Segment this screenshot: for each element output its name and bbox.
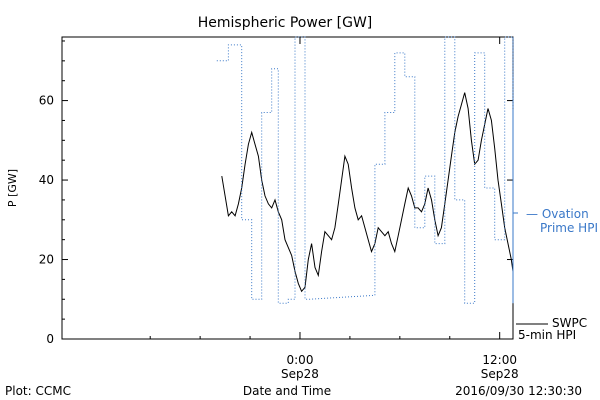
x-tick-date-label: Sep28 bbox=[281, 367, 319, 381]
y-axis-ticks: 0 20 40 60 bbox=[39, 40, 513, 346]
footer-timestamp: 2016/09/30 12:30:30 bbox=[455, 384, 582, 398]
legend-ovation-line2: Prime HPI bbox=[540, 221, 598, 235]
y-tick-label: 20 bbox=[39, 253, 54, 267]
legend-swpc-line1: SWPC bbox=[552, 316, 587, 330]
x-tick-time-label: 0:00 bbox=[287, 353, 314, 367]
legend: — Ovation Prime HPI SWPC 5-min HPI bbox=[513, 207, 598, 342]
series-swpc-line bbox=[221, 64, 514, 300]
y-tick-label: 0 bbox=[46, 332, 54, 346]
series-ovation-line bbox=[216, 36, 514, 304]
x-tick-time-label: 12:00 bbox=[482, 353, 517, 367]
footer-plot-credit: Plot: CCMC bbox=[5, 384, 71, 398]
chart-title: Hemispheric Power [GW] bbox=[198, 15, 373, 31]
legend-swpc-line2: 5-min HPI bbox=[518, 328, 576, 342]
y-axis-label: P [GW] bbox=[6, 169, 19, 207]
plot-frame bbox=[61, 36, 514, 340]
x-axis-label: Date and Time bbox=[243, 384, 331, 398]
y-tick-label: 60 bbox=[39, 94, 54, 108]
series-layer bbox=[216, 36, 514, 304]
y-tick-label: 40 bbox=[39, 173, 54, 187]
x-tick-date-label: Sep28 bbox=[481, 367, 519, 381]
x-axis-ticks: 0:00Sep2812:00Sep280:00Sep2912:00Sep290:… bbox=[149, 37, 519, 381]
legend-ovation-line1: — Ovation bbox=[526, 207, 589, 221]
